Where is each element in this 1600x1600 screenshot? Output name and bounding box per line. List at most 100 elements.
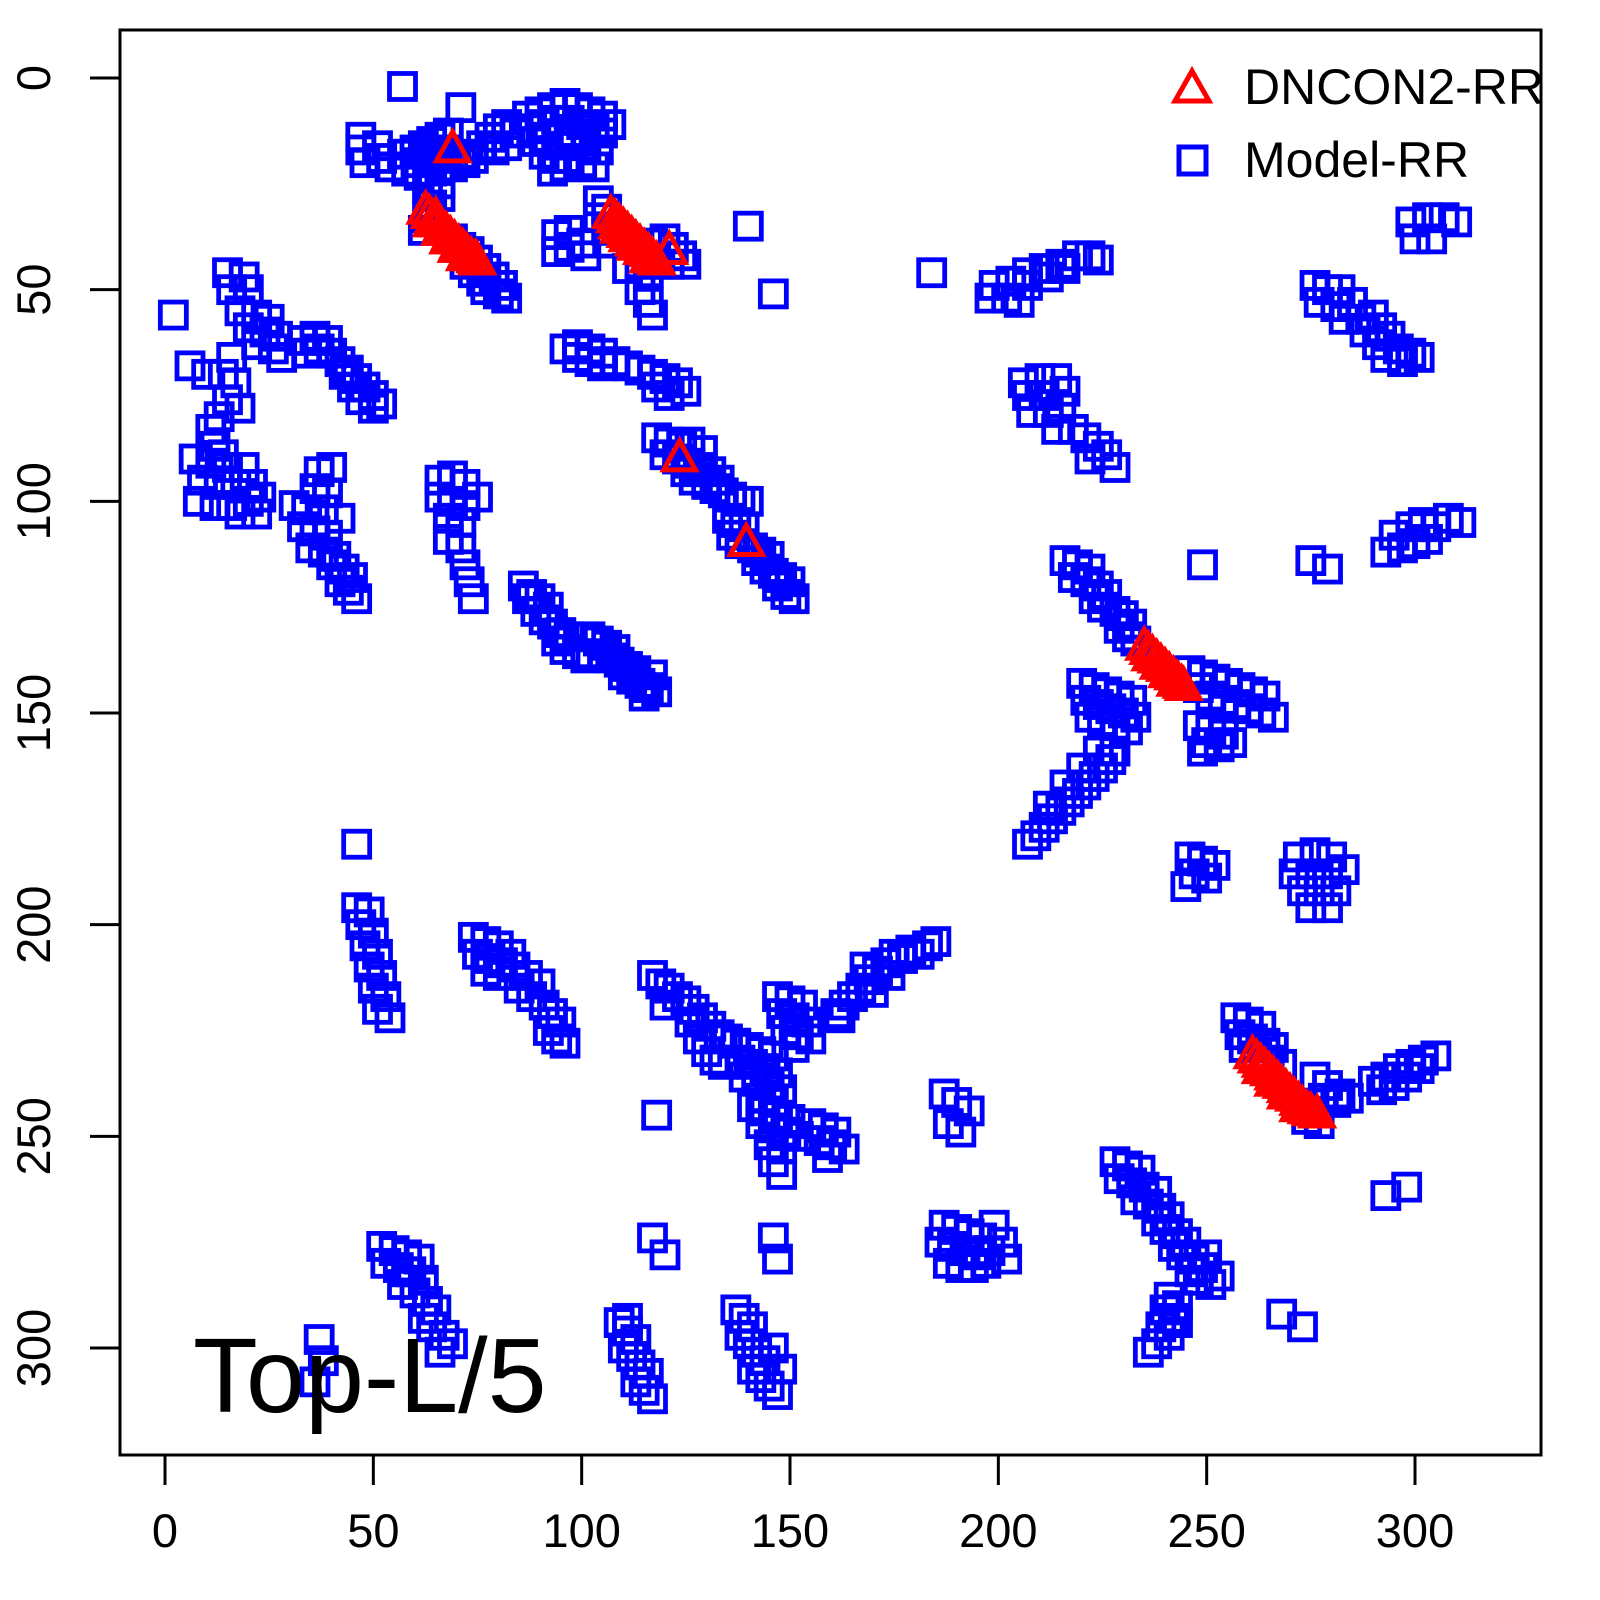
model-rr-point bbox=[232, 312, 264, 344]
model-rr-point bbox=[762, 1243, 793, 1275]
model-rr-point bbox=[1303, 875, 1335, 907]
model-rr-point bbox=[737, 1353, 768, 1385]
model-rr-point bbox=[1070, 769, 1102, 801]
dncon2-rr-point bbox=[1240, 1047, 1282, 1085]
model-rr-point bbox=[674, 1006, 706, 1038]
model-rr-point bbox=[1303, 286, 1335, 318]
model-rr-point bbox=[178, 443, 210, 475]
data-points bbox=[157, 71, 1477, 1415]
model-rr-point bbox=[1287, 1311, 1318, 1343]
model-rr-point bbox=[812, 1142, 843, 1173]
model-rr-point bbox=[987, 1226, 1018, 1258]
model-rr-point bbox=[1141, 1328, 1173, 1360]
model-rr-point bbox=[1278, 858, 1310, 890]
model-rr-point bbox=[1187, 735, 1218, 767]
model-rr-point bbox=[212, 257, 243, 289]
model-rr-point bbox=[1053, 786, 1085, 818]
model-rr-point bbox=[1312, 858, 1343, 890]
model-rr-point bbox=[1441, 206, 1473, 238]
model-rr-point bbox=[1082, 735, 1114, 767]
x-axis-tick-label: 0 bbox=[152, 1504, 178, 1557]
model-rr-point bbox=[1099, 735, 1131, 767]
model-rr-point bbox=[991, 1243, 1023, 1275]
model-rr-point bbox=[1012, 380, 1043, 411]
model-rr-point bbox=[1295, 545, 1327, 576]
dncon2-rr-point bbox=[1296, 1091, 1338, 1129]
model-rr-point bbox=[916, 257, 948, 289]
model-rr-point bbox=[1191, 862, 1223, 894]
model-rr-point bbox=[324, 566, 356, 598]
model-rr-point bbox=[1295, 858, 1327, 890]
model-rr-point bbox=[307, 1345, 339, 1377]
x-axis-tick-label: 150 bbox=[751, 1504, 829, 1557]
model-rr-point bbox=[1187, 549, 1218, 581]
model-rr-point bbox=[1287, 875, 1318, 907]
model-rr-point bbox=[374, 1002, 406, 1034]
model-rr-point bbox=[1049, 253, 1081, 284]
model-rr-point bbox=[874, 960, 906, 991]
model-rr-point bbox=[1416, 223, 1448, 255]
model-rr-point bbox=[332, 574, 364, 606]
model-rr-point bbox=[757, 1222, 789, 1254]
dncon2-rr-point bbox=[1138, 643, 1179, 680]
model-rr-point bbox=[341, 828, 373, 860]
y-axis-tick-label: 0 bbox=[7, 65, 60, 91]
model-rr-point bbox=[724, 1319, 756, 1351]
model-rr-point bbox=[766, 1353, 798, 1385]
model-rr-point bbox=[512, 583, 543, 615]
y-axis-tick-label: 200 bbox=[7, 885, 60, 963]
model-rr-point bbox=[745, 1362, 777, 1394]
model-rr-point bbox=[628, 1374, 660, 1406]
model-rr-point bbox=[824, 1002, 856, 1034]
x-axis-tick-label: 100 bbox=[542, 1504, 620, 1557]
y-axis-tick-label: 300 bbox=[7, 1309, 60, 1387]
model-rr-point bbox=[391, 1256, 423, 1288]
dncon2-rr-point bbox=[1155, 660, 1196, 697]
model-rr-point bbox=[541, 1023, 573, 1055]
model-rr-point bbox=[424, 1336, 456, 1368]
model-rr-point bbox=[1257, 701, 1289, 733]
model-rr-point bbox=[357, 392, 389, 424]
model-rr-point bbox=[445, 532, 477, 564]
model-rr-point bbox=[1387, 346, 1418, 378]
model-rr-point bbox=[316, 549, 348, 581]
model-rr-point bbox=[1132, 1336, 1164, 1368]
x-axis-tick-label: 300 bbox=[1376, 1504, 1454, 1557]
model-rr-point bbox=[607, 1332, 639, 1364]
legend-label-model: Model-RR bbox=[1244, 132, 1469, 188]
model-rr-point bbox=[974, 282, 1006, 314]
model-rr-point bbox=[1216, 727, 1248, 759]
model-rr-point bbox=[1191, 1239, 1223, 1271]
model-rr-point bbox=[1312, 553, 1343, 585]
model-rr-point bbox=[978, 1209, 1010, 1241]
dncon2-rr-point bbox=[1146, 651, 1188, 689]
model-rr-point bbox=[628, 680, 660, 712]
model-rr-point bbox=[578, 151, 610, 183]
model-rr-point bbox=[762, 1379, 793, 1410]
model-rr-point bbox=[495, 938, 527, 970]
model-rr-point bbox=[945, 1116, 977, 1148]
dncon2-rr-point bbox=[415, 194, 457, 232]
model-rr-point bbox=[453, 566, 485, 598]
model-rr-point bbox=[216, 341, 248, 373]
model-rr-point bbox=[637, 1383, 668, 1415]
model-rr-point bbox=[174, 350, 206, 382]
dncon2-rr-point bbox=[598, 207, 640, 244]
model-rr-point bbox=[757, 1332, 789, 1364]
model-rr-point bbox=[1295, 892, 1327, 924]
dncon2-rr-point bbox=[1253, 1060, 1294, 1097]
model-rr-point bbox=[191, 358, 223, 390]
x-axis-tick-label: 250 bbox=[1167, 1504, 1245, 1557]
model-rr-point bbox=[707, 1048, 739, 1080]
model-rr-point bbox=[1445, 507, 1477, 538]
model-rr-point bbox=[1312, 892, 1343, 924]
dncon2-rr-point bbox=[1130, 634, 1171, 672]
model-rr-point bbox=[649, 989, 681, 1021]
model-rr-point bbox=[332, 354, 364, 386]
model-rr-point bbox=[224, 498, 256, 530]
model-rr-point bbox=[1099, 452, 1131, 483]
dncon2-rr-point bbox=[1163, 664, 1204, 701]
model-rr-point bbox=[653, 380, 685, 411]
model-rr-point bbox=[195, 447, 227, 479]
